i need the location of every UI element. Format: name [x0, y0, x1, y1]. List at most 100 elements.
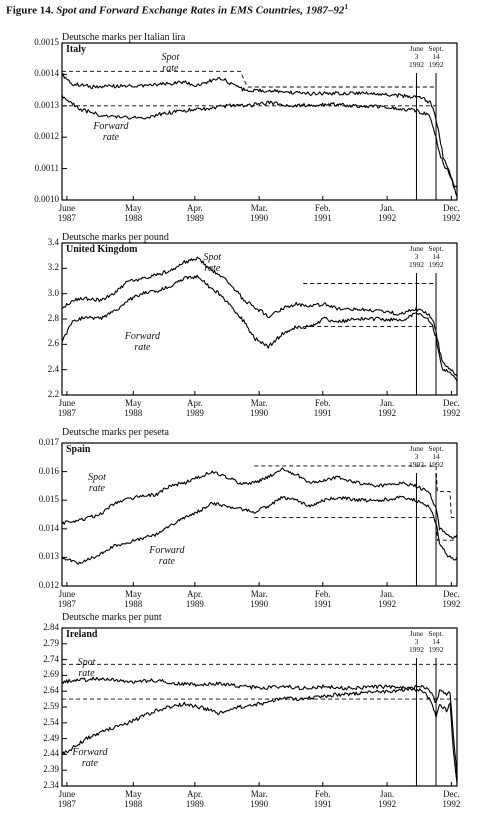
- y-tick-label: 2.79: [43, 637, 59, 648]
- x-tick-label: Feb. 1991: [313, 203, 332, 223]
- y-tick-label: 2.69: [43, 669, 59, 680]
- y-tick-label: 2.84: [43, 622, 59, 632]
- event-label: June 3 1992: [408, 44, 424, 69]
- chart-panel-united-kingdom: Deutsche marks per pound United Kingdom 3.…: [0, 232, 491, 425]
- x-tick-label: Mar. 1990: [250, 398, 269, 418]
- x-tick-label: Dec. 1992: [442, 589, 461, 609]
- series-annotation: Forward rate: [72, 746, 108, 769]
- event-label: Sept. 14 1992: [428, 44, 444, 69]
- plot-frame: [61, 242, 458, 396]
- series-annotation: Forward rate: [93, 121, 129, 144]
- y-tick-label: 2.74: [43, 653, 59, 664]
- plot-frame: [61, 442, 458, 587]
- x-tick-label: Jan. 1992: [378, 398, 397, 418]
- band-upper-line: [62, 70, 436, 88]
- series-line-spot-rate: [61, 73, 458, 188]
- y-tick-label: 2.2: [47, 389, 59, 399]
- y-tick-label: 0.0012: [34, 131, 59, 142]
- series-line-forward-rate: [61, 495, 458, 565]
- x-tick-label: May 1988: [124, 789, 143, 809]
- y-tick-label: 2.34: [43, 780, 59, 790]
- plot-frame: [61, 627, 458, 787]
- x-tick-label: Mar. 1990: [250, 789, 269, 809]
- y-tick-label: 2.54: [43, 716, 59, 727]
- y-tick-label: 0.0013: [34, 99, 59, 110]
- y-axis-label: Deutsche marks per punt: [62, 612, 162, 623]
- x-tick-label: Apr. 1989: [185, 789, 204, 809]
- y-tick-label: 0.0015: [34, 37, 59, 47]
- event-label: June 3 1992: [408, 244, 424, 269]
- y-axis-label: Deutsche marks per Italian lira: [62, 32, 186, 43]
- y-tick-label: 0.015: [38, 494, 59, 505]
- y-axis-label: Deutsche marks per peseta: [62, 427, 169, 438]
- event-label: Sept. 14 1992: [428, 629, 444, 654]
- x-tick-label: May 1988: [124, 589, 143, 609]
- chart-svg-italy: [61, 42, 458, 201]
- x-tick-label: June 1987: [57, 203, 76, 223]
- y-tick-label: 2.64: [43, 685, 59, 696]
- series-line-forward-rate: [61, 94, 458, 198]
- y-tick-label: 0.0010: [34, 194, 59, 204]
- y-tick-label: 3.0: [47, 287, 59, 298]
- series-line-forward-rate: [61, 274, 458, 382]
- panel-country-name: Italy: [66, 44, 86, 55]
- series-line-spot-rate: [61, 467, 458, 539]
- y-tick-label: 0.012: [38, 580, 59, 590]
- y-tick-label: 3.4: [47, 237, 59, 247]
- panel-country-name: Ireland: [66, 629, 98, 640]
- x-tick-label: Dec. 1992: [442, 203, 461, 223]
- y-tick-label: 0.017: [38, 437, 59, 447]
- x-tick-label: May 1988: [124, 203, 143, 223]
- series-annotation: Spot rate: [88, 472, 106, 495]
- series-annotation: Forward rate: [149, 544, 185, 567]
- event-label: June 3 1992: [408, 629, 424, 654]
- chart-svg-ireland: [61, 627, 458, 787]
- figure-title: Figure 14. Spot and Forward Exchange Rat…: [6, 3, 348, 17]
- figure-title-text: Spot and Forward Exchange Rates in EMS C…: [56, 4, 345, 17]
- x-tick-label: Dec. 1992: [442, 398, 461, 418]
- x-tick-label: Apr. 1989: [185, 203, 204, 223]
- y-tick-label: 2.59: [43, 701, 59, 711]
- x-tick-label: Apr. 1989: [185, 398, 204, 418]
- x-tick-label: Jan. 1992: [378, 789, 397, 809]
- x-tick-label: June 1987: [57, 789, 76, 809]
- chart-panel-italy: Deutsche marks per Italian lira Italy 0.00…: [0, 32, 491, 230]
- panel-country-name: United Kingdom: [66, 244, 138, 255]
- x-tick-label: Feb. 1991: [313, 398, 332, 418]
- series-line-forward-rate: [61, 687, 458, 783]
- band-upper-line: [254, 465, 457, 518]
- x-tick-label: Mar. 1990: [250, 589, 269, 609]
- chart-svg-spain: [61, 442, 458, 587]
- y-tick-label: 0.016: [38, 465, 59, 476]
- event-label: Sept. 14 1992: [428, 444, 444, 469]
- band-lower-line: [254, 516, 457, 541]
- series-annotation: Spot rate: [161, 52, 180, 75]
- chart-svg-united-kingdom: [61, 242, 458, 396]
- y-tick-label: 2.4: [47, 363, 59, 374]
- x-tick-label: Mar. 1990: [250, 203, 269, 223]
- series-annotation: Spot rate: [77, 656, 96, 679]
- y-tick-label: 0.013: [38, 551, 59, 562]
- y-tick-label: 0.0011: [34, 162, 59, 173]
- x-tick-label: Feb. 1991: [313, 589, 332, 609]
- x-tick-label: Jan. 1992: [378, 589, 397, 609]
- x-tick-label: June 1987: [57, 398, 76, 418]
- x-tick-label: Feb. 1991: [313, 789, 332, 809]
- y-tick-label: 2.39: [43, 764, 59, 775]
- series-annotation: Forward rate: [124, 330, 160, 353]
- figure-footnote-marker: 1: [344, 3, 348, 11]
- chart-panel-ireland: Deutsche marks per punt Ireland 2.84 2.79 2.…: [0, 612, 491, 816]
- panel-country-name: Spain: [66, 444, 91, 455]
- y-tick-label: 2.44: [43, 748, 59, 759]
- y-tick-label: 2.8: [47, 313, 59, 323]
- x-tick-label: June 1987: [57, 589, 76, 609]
- y-tick-label: 0.0014: [34, 68, 59, 79]
- y-tick-label: 3.2: [47, 262, 59, 273]
- y-axis-label: Deutsche marks per pound: [62, 232, 169, 243]
- x-tick-label: Jan. 1992: [378, 203, 397, 223]
- x-tick-label: Apr. 1989: [185, 589, 204, 609]
- series-line-spot-rate: [61, 676, 458, 777]
- x-tick-label: Dec. 1992: [442, 789, 461, 809]
- y-tick-label: 0.014: [38, 522, 59, 533]
- series-line-spot-rate: [61, 256, 458, 377]
